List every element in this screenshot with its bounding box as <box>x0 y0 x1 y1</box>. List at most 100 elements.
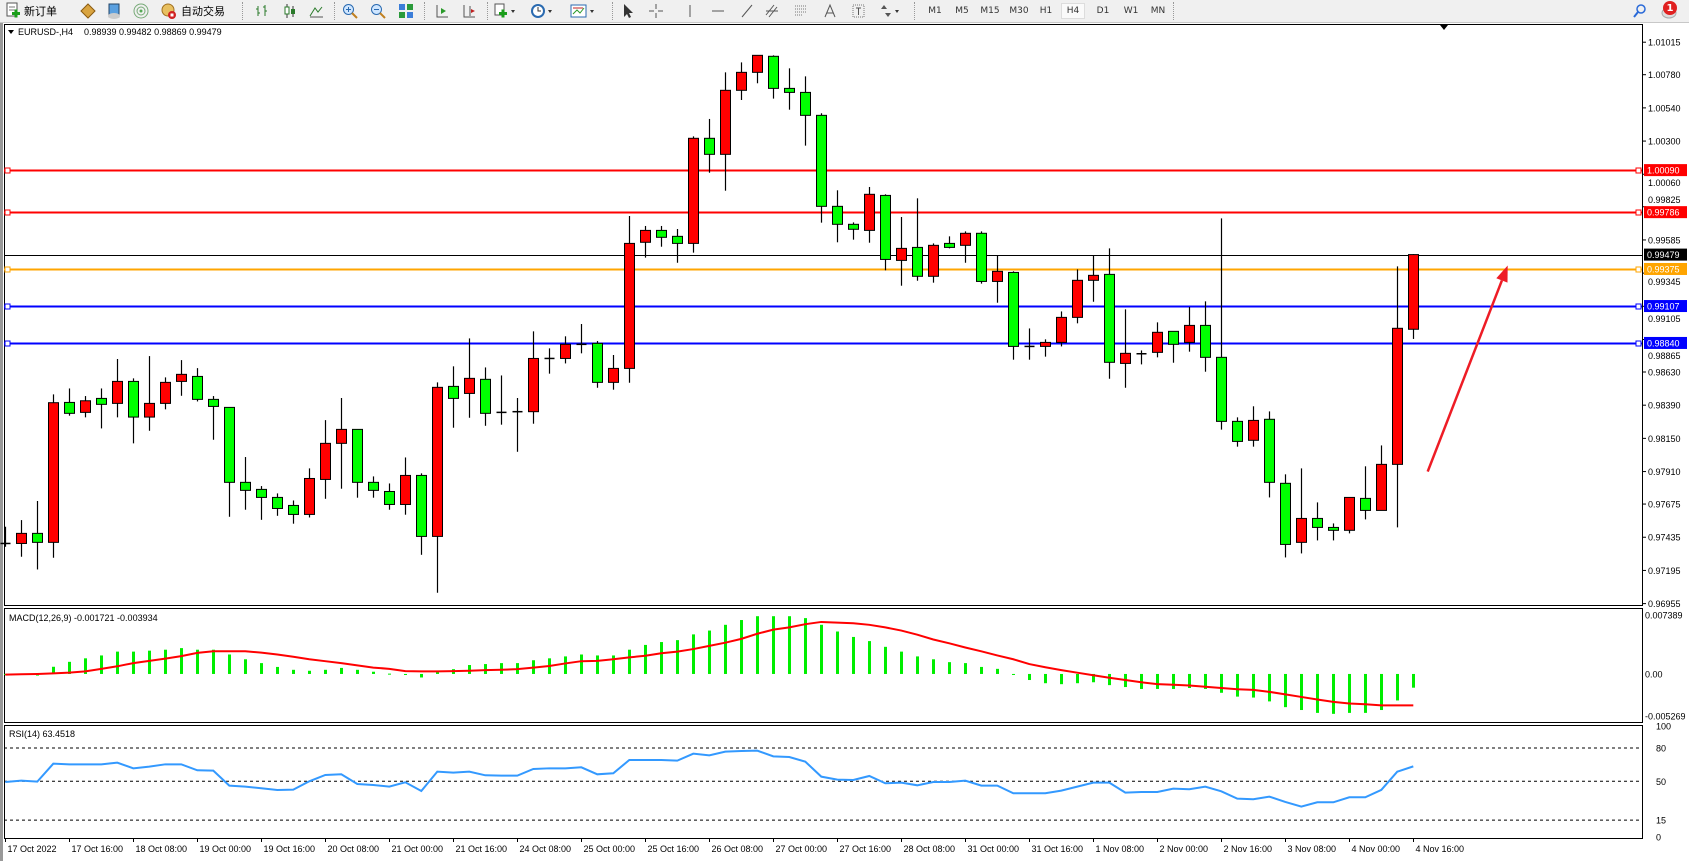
timeframe-m1[interactable]: M1 <box>928 6 942 16</box>
crosshair-button[interactable] <box>648 2 664 20</box>
time-tick-label: 21 Oct 16:00 <box>456 844 508 854</box>
candle-body <box>1264 418 1275 483</box>
macd-histogram-bar <box>1188 673 1191 688</box>
macd-histogram-bar <box>596 655 599 674</box>
candle-body <box>832 205 843 225</box>
candle-body <box>816 114 827 207</box>
macd-axis-label: -0.005269 <box>1645 711 1686 721</box>
auto-trade-button[interactable]: 自动交易 <box>160 2 225 20</box>
time-tick-label: 25 Oct 16:00 <box>648 844 700 854</box>
timeframe-d1[interactable]: D1 <box>1096 6 1110 16</box>
tile-windows-button[interactable] <box>398 2 414 20</box>
line-handle-right <box>1635 266 1642 273</box>
candle-body <box>224 406 235 483</box>
price-badge-text: 1.00090 <box>1647 166 1680 176</box>
search-button[interactable] <box>1632 2 1648 20</box>
candle <box>704 118 715 173</box>
zoom-out-button[interactable] <box>370 2 386 20</box>
candle-body <box>192 375 203 400</box>
macd-histogram-bar <box>788 616 791 674</box>
candle <box>240 457 251 510</box>
pane-frames <box>0 22 1689 861</box>
candle <box>1408 254 1419 339</box>
timeframe-m30[interactable]: M30 <box>1009 6 1029 16</box>
equidistant-channel-button[interactable] <box>764 2 780 20</box>
candle-body <box>944 242 955 248</box>
text-label-button[interactable] <box>851 2 867 20</box>
candle <box>1120 309 1131 388</box>
line-handle-right <box>1635 167 1642 174</box>
timeframe-h4[interactable]: H4 <box>1061 3 1085 19</box>
macd-histogram-bar <box>836 631 839 674</box>
horizontal-line-icon <box>712 10 724 12</box>
candle-body <box>688 137 699 244</box>
arrow-line[interactable] <box>1426 279 1504 473</box>
candle <box>448 366 459 428</box>
candle <box>480 367 491 426</box>
trendline-button[interactable] <box>739 2 755 20</box>
indicators-button[interactable] <box>493 2 517 20</box>
market-watch-button[interactable] <box>79 2 97 20</box>
candle-body <box>960 232 971 246</box>
candle-body <box>1168 330 1179 345</box>
new-order-button[interactable]: 新订单 <box>4 2 57 20</box>
candle-body <box>1360 497 1371 511</box>
price-badge-text: 0.99375 <box>1647 264 1680 274</box>
timeframe-h1[interactable]: H1 <box>1039 6 1053 16</box>
rsi-axis-label: 50 <box>1656 777 1666 787</box>
macd-histogram-bar <box>564 656 567 674</box>
candle <box>720 72 731 191</box>
fibonacci-button[interactable] <box>793 2 809 20</box>
zoom-in-icon <box>343 4 358 19</box>
timeframe-m15[interactable]: M15 <box>980 6 1000 16</box>
rsi-pane: 100 80 50 15 0 <box>4 721 1671 842</box>
candle <box>1296 468 1307 554</box>
macd-histogram-bar <box>772 616 775 674</box>
macd-histogram-bar <box>1076 673 1079 684</box>
bar-chart-button[interactable] <box>254 2 270 20</box>
trend-arrow[interactable] <box>1426 265 1508 473</box>
candle-body <box>1008 271 1019 347</box>
candle-body <box>880 194 891 260</box>
macd-pane: 0.007389 0.00 -0.005269 <box>4 611 1686 721</box>
time-tick-label: 21 Oct 00:00 <box>392 844 444 854</box>
price-badge <box>1644 164 1687 177</box>
candle <box>256 486 267 520</box>
candle <box>1072 269 1083 324</box>
timeframe-m5[interactable]: M5 <box>955 6 969 16</box>
macd-histogram-bar <box>292 669 295 674</box>
horizontal-line-button[interactable] <box>710 2 726 20</box>
candle <box>304 468 315 518</box>
navigator-button[interactable] <box>105 2 123 20</box>
cursor-button[interactable] <box>620 2 636 20</box>
line-chart-button[interactable] <box>308 2 324 20</box>
candle-body <box>320 442 331 480</box>
candlestick-chart-button[interactable] <box>282 2 298 20</box>
periods-button[interactable] <box>530 2 554 20</box>
candle-body <box>640 229 651 243</box>
candle-body <box>864 193 875 231</box>
timeframe-mn[interactable]: MN <box>1150 6 1166 16</box>
timeframe-w1[interactable]: W1 <box>1123 6 1139 16</box>
shift-marker-icon[interactable] <box>1440 25 1448 30</box>
text-button[interactable] <box>822 2 838 20</box>
candle-body <box>656 229 667 238</box>
candle <box>1200 301 1211 372</box>
candle-body <box>1184 324 1195 343</box>
macd-histogram-bar <box>1172 673 1175 689</box>
templates-button[interactable] <box>570 2 596 20</box>
macd-histogram-bar <box>52 666 55 674</box>
candle-body <box>144 402 155 418</box>
auto-scroll-button[interactable] <box>461 2 477 20</box>
vertical-line-button[interactable] <box>682 2 698 20</box>
arrows-button[interactable] <box>878 2 902 20</box>
chart-shift-button[interactable] <box>434 2 450 20</box>
line-handle-right <box>1635 303 1642 310</box>
collapse-triangle-icon[interactable] <box>8 30 14 34</box>
candle-body <box>720 89 731 155</box>
zoom-in-button[interactable] <box>342 2 358 20</box>
candle <box>800 76 811 146</box>
signals-button[interactable] <box>132 2 150 20</box>
macd-histogram-bar <box>1332 673 1335 714</box>
